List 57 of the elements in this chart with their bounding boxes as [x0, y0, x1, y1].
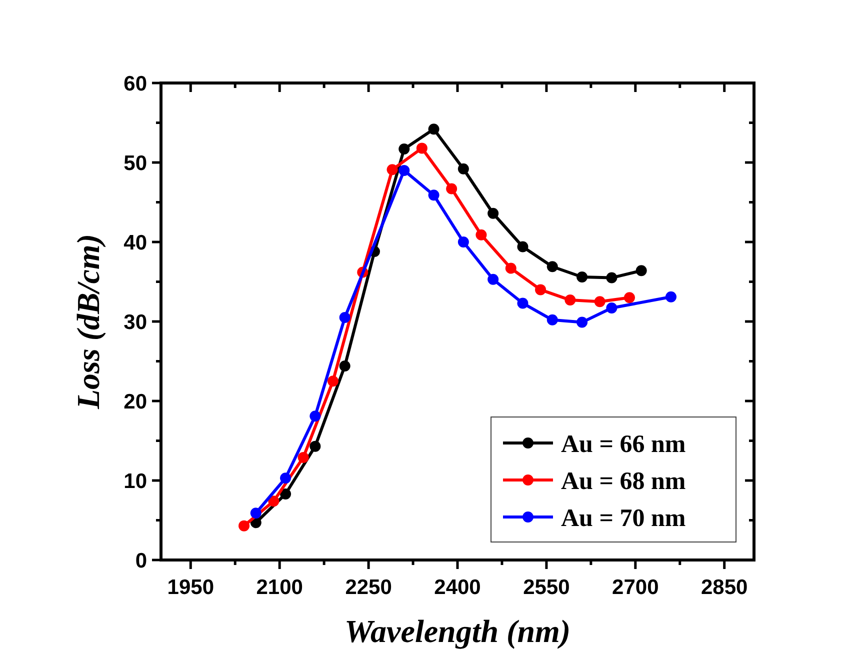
point — [488, 208, 499, 219]
point — [665, 291, 676, 302]
point — [594, 296, 606, 308]
point — [250, 508, 262, 519]
point — [428, 190, 440, 201]
legend-label: Au = 70 nm — [561, 505, 686, 532]
point — [606, 272, 618, 284]
point — [505, 262, 516, 274]
point — [298, 452, 309, 463]
point — [458, 236, 469, 248]
y-axis-title: Loss (dB/cm) — [70, 234, 106, 410]
point — [458, 163, 469, 174]
point — [416, 142, 428, 154]
point — [238, 520, 250, 532]
x-tick-label: 2700 — [612, 576, 659, 599]
y-tick-label: 40 — [124, 232, 147, 255]
y-tick-label: 10 — [124, 470, 147, 494]
y-tick-label: 20 — [124, 390, 147, 414]
point — [606, 302, 618, 314]
point — [310, 410, 321, 422]
point — [535, 284, 546, 296]
y-tick-label: 60 — [124, 72, 147, 96]
legend-label: Au = 66 nm — [561, 431, 686, 458]
x-axis-title: Wavelength (nm) — [344, 613, 571, 649]
point — [576, 271, 588, 282]
point — [339, 312, 350, 324]
point — [310, 440, 321, 452]
point — [268, 496, 280, 507]
x-tick-label: 1950 — [167, 576, 214, 599]
point — [446, 183, 458, 194]
y-tick-label: 0 — [135, 550, 147, 573]
point — [428, 124, 440, 135]
point — [488, 274, 499, 285]
point — [546, 314, 558, 326]
point — [564, 294, 576, 306]
x-tick-label: 2550 — [523, 576, 570, 599]
x-tick-label: 2100 — [256, 576, 303, 599]
y-tick-label: 30 — [124, 311, 147, 334]
point — [386, 164, 398, 176]
point — [624, 292, 635, 304]
y-tick-label: 50 — [124, 152, 147, 176]
x-tick-label: 2400 — [434, 576, 481, 599]
point — [476, 229, 487, 240]
point — [636, 265, 647, 276]
point — [339, 360, 350, 372]
x-tick-label: 2850 — [700, 576, 748, 599]
point — [576, 316, 588, 328]
point — [398, 143, 410, 154]
point — [280, 472, 292, 484]
point — [517, 241, 528, 252]
legend-label: Au = 68 nm — [561, 468, 686, 495]
point — [517, 298, 528, 309]
x-tick-label: 2250 — [345, 576, 392, 599]
point — [280, 488, 292, 500]
point — [546, 261, 558, 272]
point — [327, 376, 338, 387]
point — [398, 164, 410, 176]
